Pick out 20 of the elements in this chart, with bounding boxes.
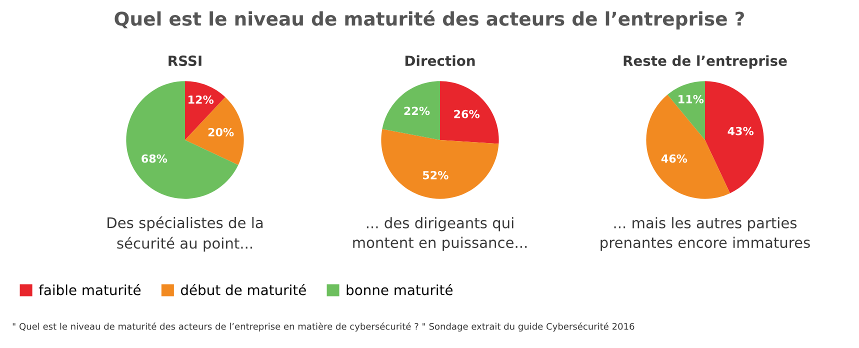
data-label: 22% bbox=[404, 106, 430, 116]
text: " Quel est le niveau de maturité des acteurs de l’entreprise en matière de cybersécurité ? " Sondage extrait du guide Cybersécurité 2016 bbox=[12, 322, 634, 332]
legend-label: faible maturité bbox=[38, 284, 141, 296]
data-label: 26% bbox=[454, 110, 480, 118]
chart-title: Direction bbox=[405, 55, 475, 66]
text: ... des dirigeants qui montent en puissance... bbox=[353, 217, 527, 251]
data-label: 46% bbox=[661, 154, 688, 163]
data-label: 68% bbox=[142, 154, 168, 163]
chart-title: RSSI bbox=[168, 56, 202, 66]
chart-title: Reste de l’entreprise bbox=[624, 55, 787, 69]
data-label: 43% bbox=[728, 126, 754, 136]
data-label: 52% bbox=[422, 171, 448, 180]
text: Quel est le niveau de maturité des acteurs de l’entreprise ? bbox=[114, 10, 744, 30]
data-label: 12% bbox=[188, 95, 214, 104]
legend-label: début de maturité bbox=[180, 284, 306, 296]
data-label: 20% bbox=[208, 128, 234, 136]
text: ... mais les autres parties prenantes encore immatures bbox=[600, 217, 810, 251]
legend-label: bonne maturité bbox=[346, 284, 453, 296]
data-label: 11% bbox=[678, 94, 704, 104]
text: Des spécialistes de la sécurité au point... bbox=[108, 216, 263, 252]
